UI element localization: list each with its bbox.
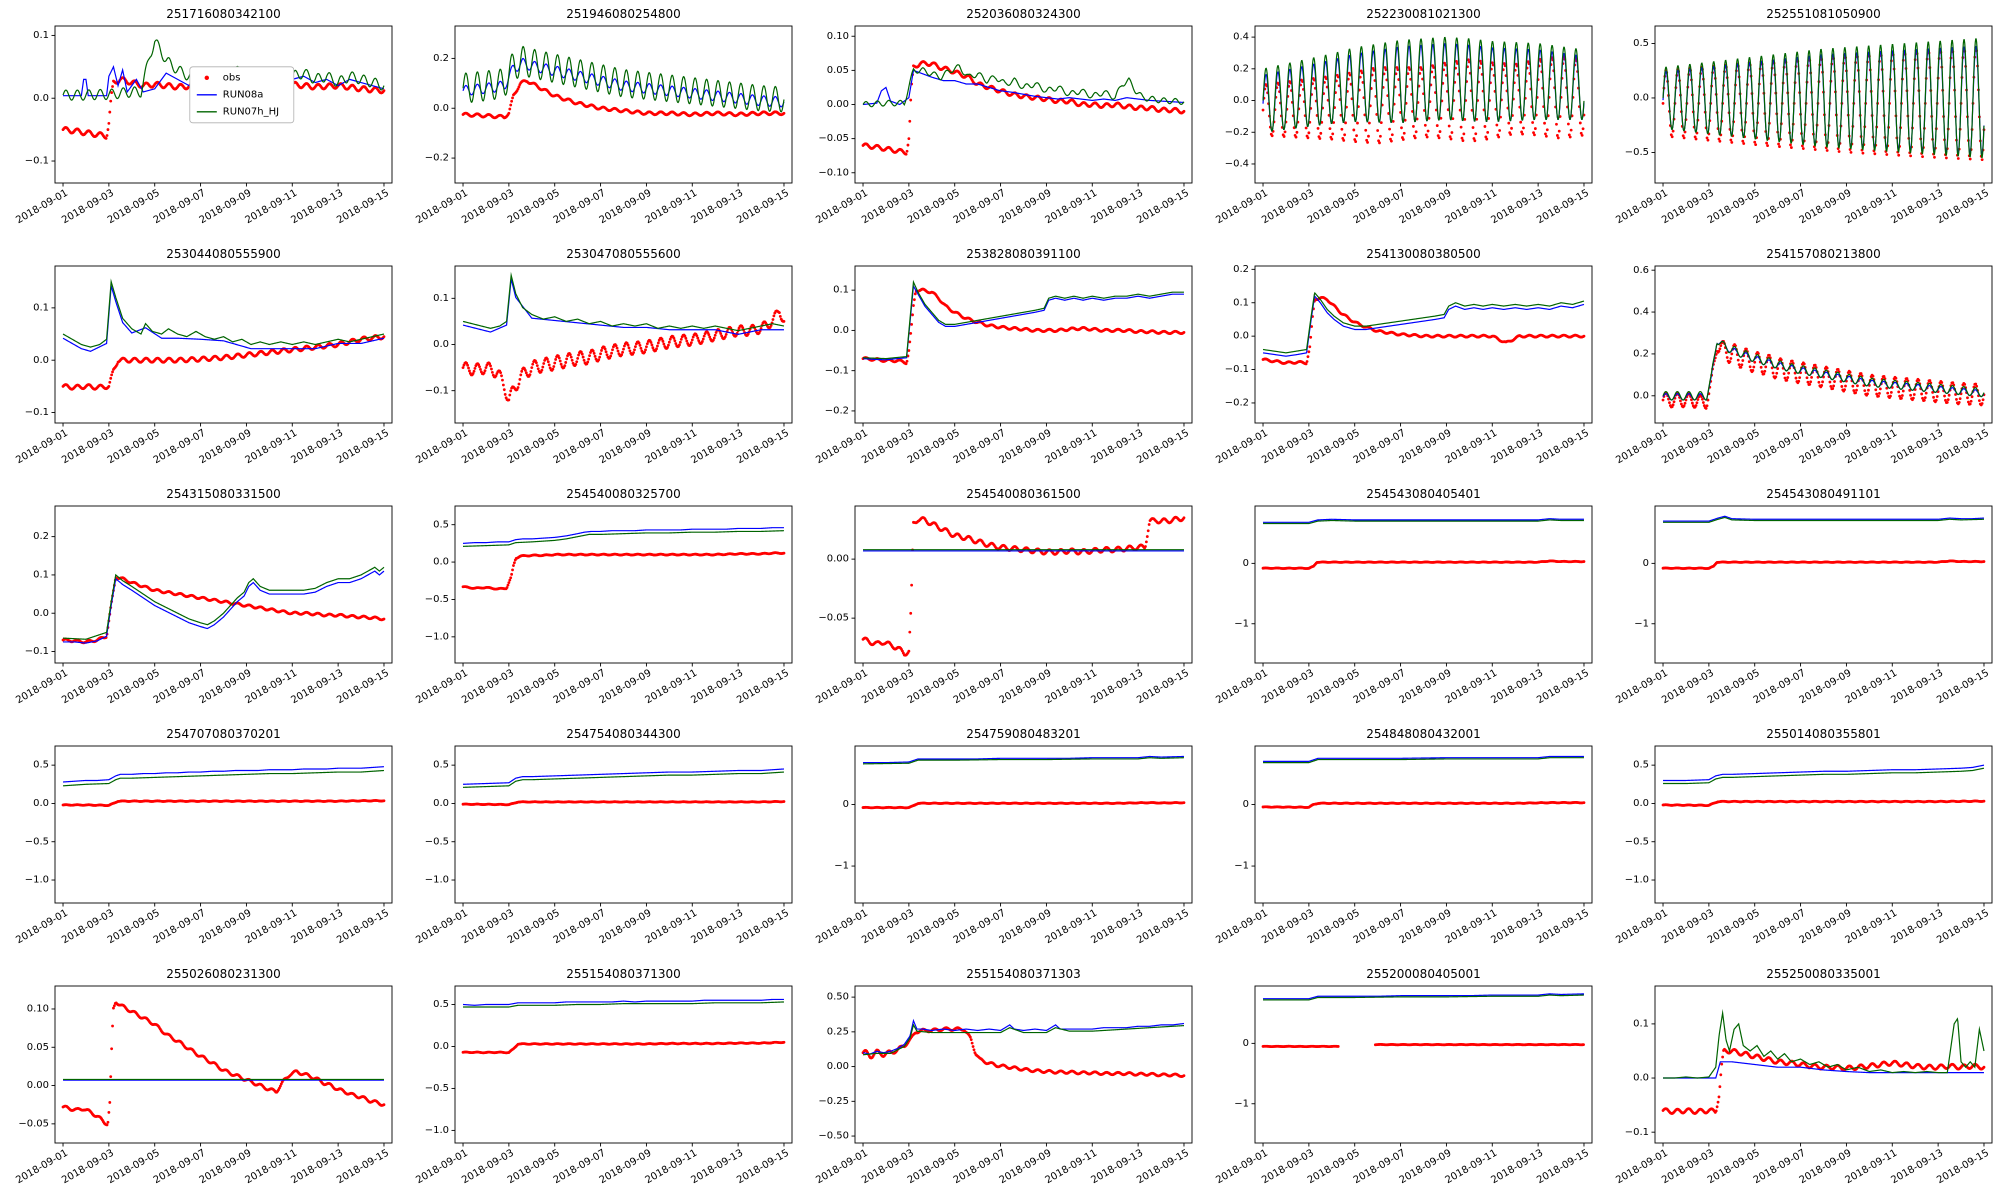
subplot-23: 255200080405001 bbox=[1200, 960, 1600, 1200]
subplot-24: 255250080335001 bbox=[1600, 960, 2000, 1200]
subplot-title: 252036080324300 bbox=[966, 7, 1081, 21]
subplot-canvas bbox=[1600, 0, 2000, 240]
subplot-4: 252551081050900 bbox=[1600, 0, 2000, 240]
subplot-title: 255154080371300 bbox=[566, 967, 681, 981]
subplot-title: 254130080380500 bbox=[1366, 247, 1481, 261]
subplot-14: 254543080491101 bbox=[1600, 480, 2000, 720]
subplot-title: 251716080342100 bbox=[166, 7, 281, 21]
subplot-canvas bbox=[800, 240, 1200, 480]
subplot-5: 253044080555900 bbox=[0, 240, 400, 480]
subplot-canvas bbox=[0, 720, 400, 960]
subplot-canvas bbox=[400, 0, 800, 240]
subplot-canvas bbox=[800, 720, 1200, 960]
subplot-canvas bbox=[0, 0, 400, 240]
subplot-canvas bbox=[1600, 720, 2000, 960]
subplot-canvas bbox=[1200, 0, 1600, 240]
subplot-canvas bbox=[800, 0, 1200, 240]
subplot-title: 254543080491101 bbox=[1766, 487, 1881, 501]
subplot-21: 255154080371300 bbox=[400, 960, 800, 1200]
subplot-title: 254707080370201 bbox=[166, 727, 281, 741]
subplot-title: 254759080483201 bbox=[966, 727, 1081, 741]
subplot-0: 251716080342100 bbox=[0, 0, 400, 240]
subplot-title: 254848080432001 bbox=[1366, 727, 1481, 741]
subplot-6: 253047080555600 bbox=[400, 240, 800, 480]
subplot-7: 253828080391100 bbox=[800, 240, 1200, 480]
subplot-17: 254759080483201 bbox=[800, 720, 1200, 960]
subplot-20: 255026080231300 bbox=[0, 960, 400, 1200]
subplot-12: 254540080361500 bbox=[800, 480, 1200, 720]
subplot-canvas bbox=[800, 960, 1200, 1200]
subplot-11: 254540080325700 bbox=[400, 480, 800, 720]
subplot-3: 252230081021300 bbox=[1200, 0, 1600, 240]
subplot-title: 255154080371303 bbox=[966, 967, 1081, 981]
subplot-canvas bbox=[1600, 240, 2000, 480]
subplot-canvas bbox=[1600, 960, 2000, 1200]
subplot-canvas bbox=[1200, 960, 1600, 1200]
subplot-title: 255026080231300 bbox=[166, 967, 281, 981]
subplot-title: 255014080355801 bbox=[1766, 727, 1881, 741]
subplot-canvas bbox=[1600, 480, 2000, 720]
subplot-title: 252551081050900 bbox=[1766, 7, 1881, 21]
subplot-title: 253044080555900 bbox=[166, 247, 281, 261]
subplot-title: 254754080344300 bbox=[566, 727, 681, 741]
subplot-16: 254754080344300 bbox=[400, 720, 800, 960]
subplot-canvas bbox=[800, 480, 1200, 720]
subplot-canvas bbox=[400, 960, 800, 1200]
subplot-canvas bbox=[0, 480, 400, 720]
subplot-10: 254315080331500 bbox=[0, 480, 400, 720]
subplot-title: 255200080405001 bbox=[1366, 967, 1481, 981]
subplot-19: 255014080355801 bbox=[1600, 720, 2000, 960]
subplot-canvas bbox=[0, 960, 400, 1200]
subplot-title: 253047080555600 bbox=[566, 247, 681, 261]
subplot-canvas bbox=[400, 480, 800, 720]
subplot-title: 254315080331500 bbox=[166, 487, 281, 501]
subplot-canvas bbox=[400, 240, 800, 480]
subplot-15: 254707080370201 bbox=[0, 720, 400, 960]
subplot-9: 254157080213800 bbox=[1600, 240, 2000, 480]
subplot-canvas bbox=[0, 240, 400, 480]
subplot-title: 253828080391100 bbox=[966, 247, 1081, 261]
subplot-canvas bbox=[1200, 480, 1600, 720]
subplot-title: 254157080213800 bbox=[1766, 247, 1881, 261]
subplot-18: 254848080432001 bbox=[1200, 720, 1600, 960]
subplot-title: 254540080361500 bbox=[966, 487, 1081, 501]
subplot-title: 252230081021300 bbox=[1366, 7, 1481, 21]
subplot-title: 255250080335001 bbox=[1766, 967, 1881, 981]
subplot-title: 251946080254800 bbox=[566, 7, 681, 21]
subplot-2: 252036080324300 bbox=[800, 0, 1200, 240]
subplot-22: 255154080371303 bbox=[800, 960, 1200, 1200]
subplot-8: 254130080380500 bbox=[1200, 240, 1600, 480]
subplot-canvas bbox=[1200, 720, 1600, 960]
subplot-title: 254540080325700 bbox=[566, 487, 681, 501]
subplot-title: 254543080405401 bbox=[1366, 487, 1481, 501]
subplot-1: 251946080254800 bbox=[400, 0, 800, 240]
subplot-13: 254543080405401 bbox=[1200, 480, 1600, 720]
subplot-canvas bbox=[1200, 240, 1600, 480]
subplot-canvas bbox=[400, 720, 800, 960]
